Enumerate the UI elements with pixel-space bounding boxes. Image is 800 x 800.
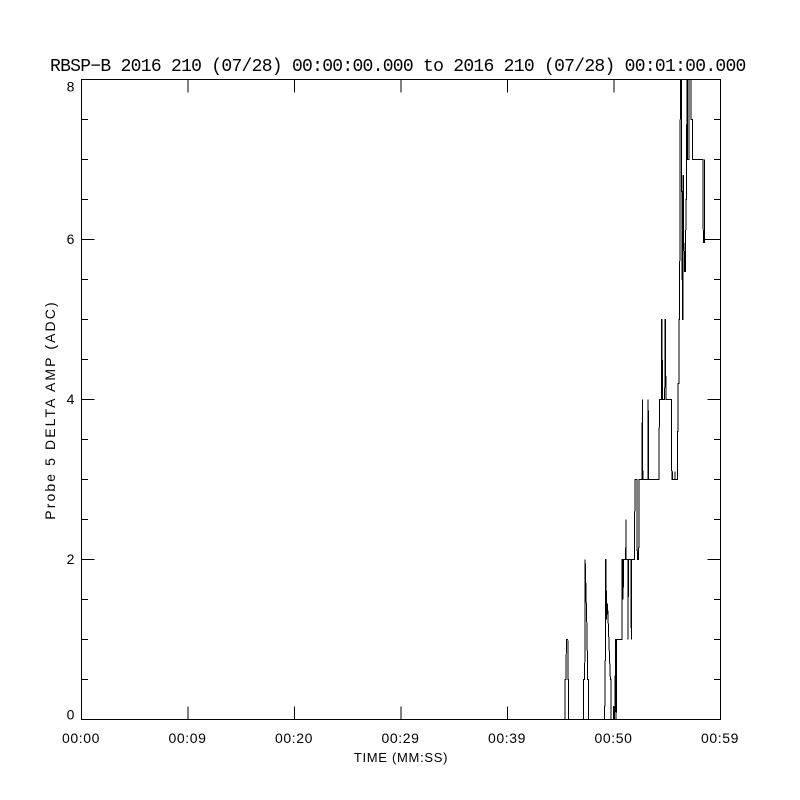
svg-text:00:39: 00:39 <box>488 730 526 746</box>
svg-text:8: 8 <box>67 79 75 95</box>
svg-text:RBSP−B 2016 210 (07/28) 00:00:: RBSP−B 2016 210 (07/28) 00:00:00.000 to … <box>50 57 746 77</box>
svg-text:4: 4 <box>67 391 75 407</box>
svg-text:6: 6 <box>67 231 75 247</box>
svg-text:00:09: 00:09 <box>168 730 206 746</box>
svg-text:TIME (MM:SS): TIME (MM:SS) <box>354 750 448 765</box>
svg-text:2: 2 <box>67 551 75 567</box>
svg-text:00:29: 00:29 <box>381 730 419 746</box>
svg-text:0: 0 <box>67 707 75 723</box>
svg-text:00:00: 00:00 <box>62 730 100 746</box>
svg-text:00:59: 00:59 <box>701 730 739 746</box>
svg-text:00:50: 00:50 <box>594 730 632 746</box>
svg-text:00:20: 00:20 <box>275 730 313 746</box>
svg-text:Probe 5 DELTA AMP (ADC): Probe 5 DELTA AMP (ADC) <box>42 300 58 519</box>
